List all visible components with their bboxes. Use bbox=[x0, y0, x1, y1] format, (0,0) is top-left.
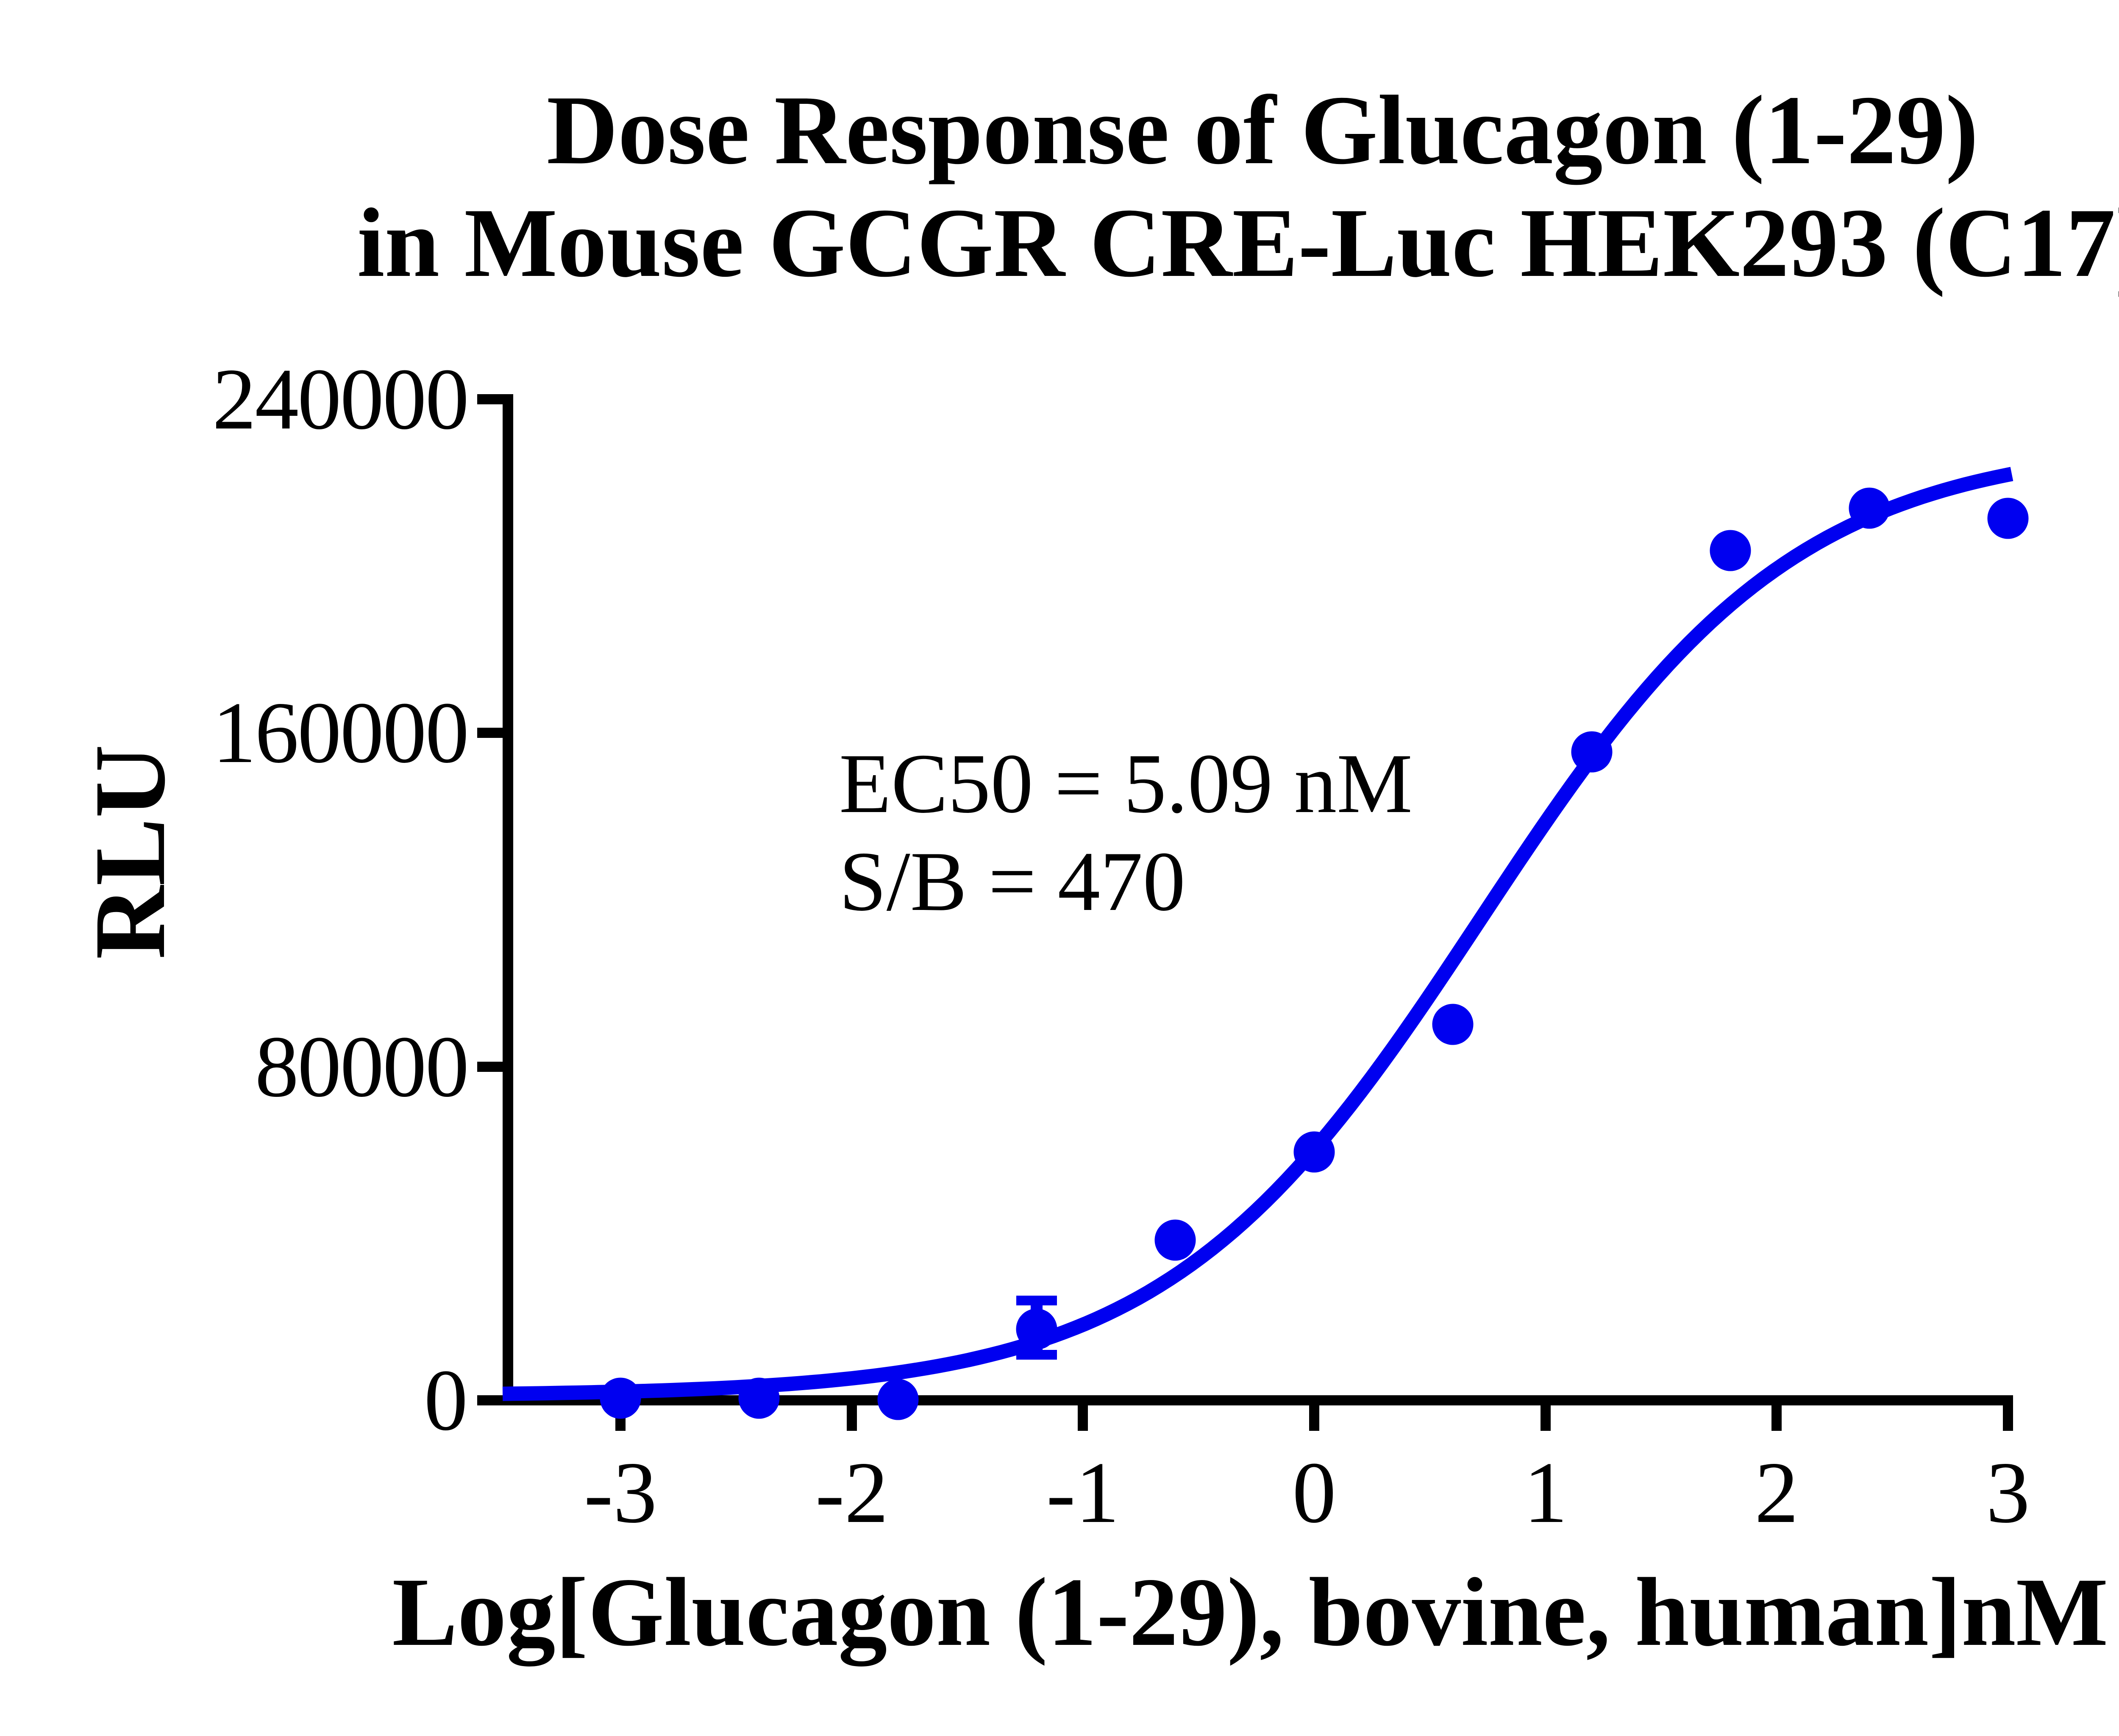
svg-text:Dose Response of Glucagon (1-2: Dose Response of Glucagon (1-29) bbox=[547, 75, 1978, 185]
svg-text:3: 3 bbox=[1986, 1444, 2030, 1541]
svg-text:EC50 = 5.09 nM: EC50 = 5.09 nM bbox=[839, 737, 1413, 831]
svg-text:-2: -2 bbox=[815, 1444, 888, 1541]
svg-text:0: 0 bbox=[1292, 1444, 1336, 1541]
svg-text:2: 2 bbox=[1755, 1444, 1799, 1541]
svg-text:-3: -3 bbox=[584, 1444, 657, 1541]
svg-text:S/B = 470: S/B = 470 bbox=[839, 835, 1185, 929]
svg-text:80000: 80000 bbox=[255, 1018, 468, 1115]
svg-text:in Mouse GCGR CRE-Luc HEK293 (: in Mouse GCGR CRE-Luc HEK293 (C17) bbox=[357, 188, 2119, 298]
svg-text:240000: 240000 bbox=[212, 351, 468, 448]
svg-text:1: 1 bbox=[1524, 1444, 1568, 1541]
svg-text:-1: -1 bbox=[1046, 1444, 1119, 1541]
svg-text:160000: 160000 bbox=[212, 684, 468, 781]
svg-text:RLU: RLU bbox=[73, 745, 186, 960]
svg-text:0: 0 bbox=[424, 1352, 468, 1449]
svg-text:Log[Glucagon (1-29), bovine, h: Log[Glucagon (1-29), bovine, human]nM bbox=[392, 1558, 2108, 1666]
